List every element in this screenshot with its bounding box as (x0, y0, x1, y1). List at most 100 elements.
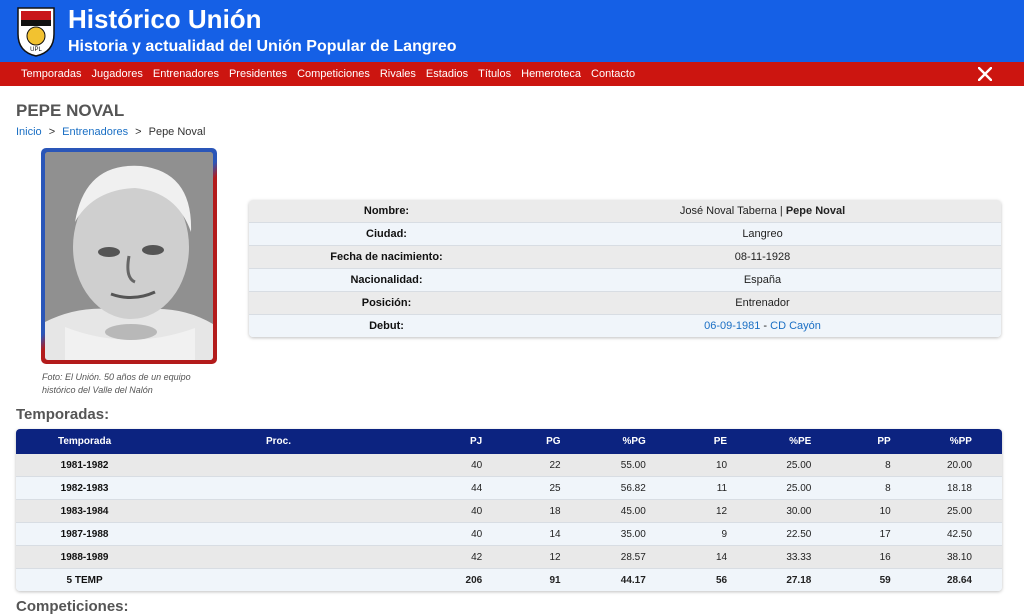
pct-pe-cell: 33.33 (786, 551, 812, 563)
pp-cell: 17 (879, 528, 891, 540)
breadcrumb: Inicio > Entrenadores > Pepe Noval (16, 126, 205, 138)
pj-cell: 40 (471, 459, 483, 471)
info-row-debut: Debut: 06-09-1981 - CD Cayón (249, 315, 1001, 337)
breadcrumb-current: Pepe Noval (148, 126, 206, 138)
pg-cell: 25 (549, 482, 561, 494)
pe-cell: 56 (715, 574, 728, 586)
pct-pg-cell: 35.00 (620, 528, 646, 540)
pct-pp-cell: 20.00 (946, 459, 972, 471)
nav-item-contacto[interactable]: Contacto (591, 68, 636, 80)
nav-item-jugadores[interactable]: Jugadores (91, 68, 143, 80)
debut-date-link[interactable]: 06-09-1981 (704, 320, 761, 332)
pct-pp-cell: 28.64 (946, 574, 972, 586)
column-header[interactable]: %PE (789, 436, 812, 447)
short-name: Pepe Noval (785, 205, 846, 217)
pg-cell: 18 (549, 505, 561, 517)
pj-cell: 206 (465, 574, 483, 586)
main-nav: Temporadas Jugadores Entrenadores Presid… (0, 62, 1024, 86)
pe-cell: 11 (716, 482, 728, 494)
pct-pp-cell: 38.10 (946, 551, 972, 563)
pct-pp-cell: 18.18 (946, 482, 972, 494)
pe-cell: 14 (715, 551, 728, 563)
nav-item-temporadas[interactable]: Temporadas (21, 68, 82, 80)
name-separator: | (776, 205, 786, 217)
pct-pg-cell: 45.00 (620, 505, 646, 517)
coach-photo (41, 148, 217, 364)
seasons-table: Temporada Proc. PJ PG %PG PE %PE PP %PP … (16, 429, 1002, 591)
column-header[interactable]: PG (546, 436, 561, 447)
pct-pe-cell: 25.00 (786, 482, 812, 494)
breadcrumb-section-link[interactable]: Entrenadores (62, 126, 129, 138)
full-name: José Noval Taberna (679, 205, 777, 217)
info-value: 06-09-1981 - CD Cayón (524, 320, 1001, 332)
column-header[interactable]: %PG (622, 436, 646, 447)
breadcrumb-separator: > (135, 126, 142, 138)
pct-pg-cell: 55.00 (620, 459, 646, 471)
column-header[interactable]: PJ (470, 436, 483, 447)
info-row-posicion: Posición: Entrenador (249, 292, 1001, 315)
info-row-nombre: Nombre: José Noval Taberna | Pepe Noval (249, 200, 1001, 223)
nav-item-estadios[interactable]: Estadios (425, 68, 469, 80)
pg-cell: 22 (549, 459, 561, 471)
pct-pp-cell: 42.50 (946, 528, 972, 540)
pj-cell: 40 (471, 528, 483, 540)
site-title[interactable]: Histórico Unión (68, 4, 262, 34)
info-label: Posición: (361, 297, 412, 309)
breadcrumb-home-link[interactable]: Inicio (16, 126, 42, 138)
info-value: 08-11-1928 (734, 251, 791, 263)
club-crest-icon[interactable]: UPL (16, 4, 56, 58)
pct-pe-cell: 27.18 (786, 574, 812, 586)
pct-pe-cell: 22.50 (786, 528, 812, 540)
pj-cell: 44 (471, 482, 483, 494)
info-label: Debut: (369, 320, 404, 332)
nav-item-rivales[interactable]: Rivales (379, 68, 416, 80)
pg-cell: 14 (549, 528, 561, 540)
table-row[interactable]: 1983-1984 40 18 45.00 12 30.00 10 25.00 (16, 500, 1002, 523)
table-row[interactable]: 1982-1983 44 25 56.82 11 25.00 8 18.18 (16, 477, 1002, 500)
season-cell[interactable]: 1987-1988 (60, 528, 109, 540)
photo-caption: Foto: El Unión. 50 años de un equipo his… (42, 372, 191, 395)
pp-cell: 8 (885, 482, 891, 494)
site-header: UPL Histórico Unión Historia y actualida… (0, 0, 1024, 62)
info-label: Nombre: (363, 205, 410, 217)
nav-item-presidentes[interactable]: Presidentes (228, 68, 288, 80)
table-row[interactable]: 1987-1988 40 14 35.00 9 22.50 17 42.50 (16, 523, 1002, 546)
nav-item-hemeroteca[interactable]: Hemeroteca (521, 68, 582, 80)
debut-separator: - (760, 320, 771, 332)
table-row[interactable]: 1981-1982 40 22 55.00 10 25.00 8 20.00 (16, 454, 1002, 477)
column-header[interactable]: %PP (949, 436, 972, 447)
column-header[interactable]: Proc. (265, 436, 291, 447)
nav-item-competiciones[interactable]: Competiciones (297, 68, 370, 80)
pct-pg-cell: 28.57 (620, 551, 646, 563)
total-label-cell: 5 TEMP (66, 574, 103, 586)
section-title-temporadas: Temporadas: (16, 406, 110, 423)
season-cell[interactable]: 1983-1984 (60, 505, 109, 517)
season-cell[interactable]: 1988-1989 (60, 551, 109, 563)
pct-pe-cell: 25.00 (786, 459, 812, 471)
nav-item-entrenadores[interactable]: Entrenadores (152, 68, 219, 80)
pg-cell: 12 (549, 551, 561, 563)
breadcrumb-separator: > (48, 126, 56, 138)
info-label: Ciudad: (366, 228, 407, 240)
crest-letters: UPL (30, 47, 42, 53)
pe-cell: 10 (715, 459, 728, 471)
pp-cell: 16 (879, 551, 891, 563)
pe-cell: 9 (721, 528, 728, 540)
season-cell[interactable]: 1981-1982 (60, 459, 109, 471)
info-label: Fecha de nacimiento: (330, 251, 443, 263)
debut-rival-link[interactable]: CD Cayón (770, 320, 821, 332)
pp-cell: 59 (879, 574, 891, 586)
pct-pg-cell: 56.82 (620, 482, 646, 494)
info-value: España (743, 274, 782, 286)
column-header[interactable]: PE (713, 436, 728, 447)
info-row-nacionalidad: Nacionalidad: España (249, 269, 1001, 292)
nav-item-titulos[interactable]: Títulos (478, 68, 512, 80)
info-value: Langreo (742, 228, 783, 240)
column-header[interactable]: Temporada (57, 436, 112, 447)
season-cell[interactable]: 1982-1983 (60, 482, 109, 494)
pct-pp-cell: 25.00 (946, 505, 972, 517)
column-header[interactable]: PP (877, 436, 891, 447)
x-logo-icon[interactable] (978, 67, 992, 81)
info-value: José Noval Taberna | Pepe Noval (524, 205, 1001, 217)
table-row[interactable]: 1988-1989 42 12 28.57 14 33.33 16 38.10 (16, 546, 1002, 569)
